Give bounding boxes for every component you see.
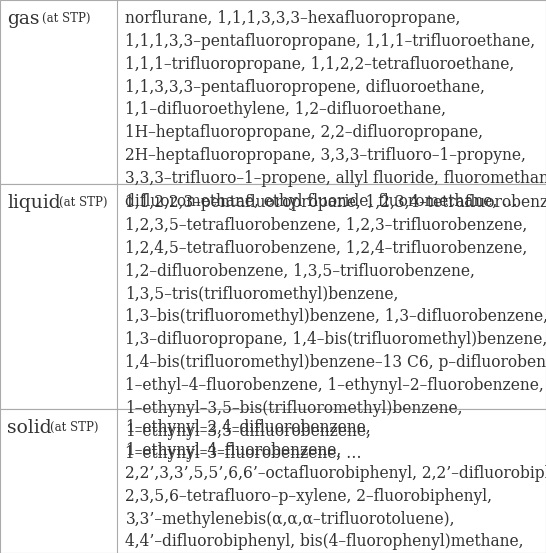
Text: (at STP): (at STP) bbox=[42, 12, 91, 25]
Text: liquid: liquid bbox=[7, 194, 61, 212]
Bar bbox=[0, 409, 546, 553]
Text: solid: solid bbox=[7, 419, 52, 437]
Text: 1–ethynyl–2,4–difluorobenzene,
1–ethynyl–4–fluorobenzene,
2,2’,3,3’,5,5’,6,6’–oc: 1–ethynyl–2,4–difluorobenzene, 1–ethynyl… bbox=[126, 419, 546, 553]
Text: 1,1,2,2,3–pentafluoropropane, 1,2,3,4–tetrafluorobenzene,
1,2,3,5–tetrafluoroben: 1,1,2,2,3–pentafluoropropane, 1,2,3,4–te… bbox=[126, 194, 546, 462]
Text: norflurane, 1,1,1,3,3,3–hexafluoropropane,
1,1,1,3,3–pentafluoropropane, 1,1,1–t: norflurane, 1,1,1,3,3,3–hexafluoropropan… bbox=[126, 10, 546, 210]
Text: (at STP): (at STP) bbox=[50, 421, 98, 434]
Text: gas: gas bbox=[7, 10, 39, 28]
Bar bbox=[0, 184, 546, 409]
Text: (at STP): (at STP) bbox=[59, 196, 108, 209]
Bar bbox=[0, 0, 546, 184]
